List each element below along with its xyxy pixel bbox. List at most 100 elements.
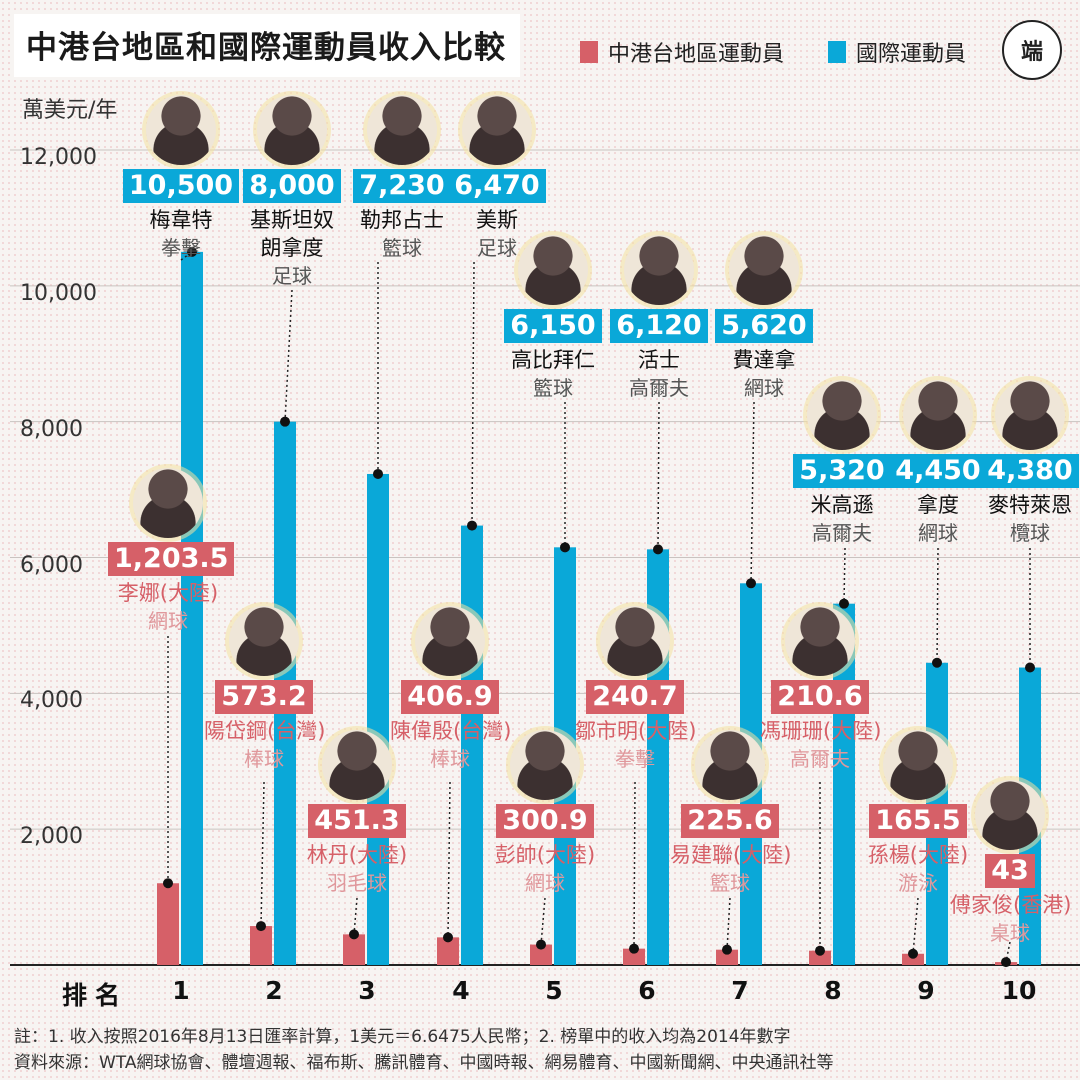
- value-label: 6,470: [448, 169, 546, 203]
- athlete-photo: [510, 730, 580, 800]
- athlete-sport: 拳擊: [161, 236, 201, 260]
- value-label: 300.9: [496, 804, 594, 838]
- athlete-name: 李娜(大陸): [117, 581, 219, 605]
- athlete-photo: [133, 468, 203, 538]
- athlete-photo: [600, 606, 670, 676]
- athlete-name: 基斯坦奴 朗拿度: [250, 208, 334, 260]
- value-label: 573.2: [215, 680, 313, 714]
- athlete-name: 活士: [638, 348, 680, 372]
- athlete-photo: [785, 606, 855, 676]
- athlete-photo: [257, 95, 327, 165]
- athlete-name: 傅家俊(香港): [950, 893, 1072, 917]
- athlete-label-intl: 7,230 勒邦占士 籃球: [342, 95, 462, 262]
- athlete-label-intl: 6,150 高比拜仁籃球: [493, 235, 613, 402]
- leader-line-local: [447, 781, 451, 938]
- logo: 端: [1002, 20, 1062, 80]
- value-dot-local: [349, 929, 359, 940]
- athlete-label-intl: 6,470 美斯足球: [437, 95, 557, 262]
- value-dot-intl: [1025, 662, 1035, 673]
- chart-title: 中港台地區和國際運動員收入比較: [14, 14, 520, 77]
- athlete-sport: 游泳: [898, 871, 938, 895]
- source-note: 資料來源：WTA網球協會、體壇週報、福布斯、騰訊體育、中國時報、網易體育、中國新…: [14, 1053, 834, 1073]
- athlete-photo: [146, 95, 216, 165]
- value-dot-local: [815, 945, 825, 956]
- athlete-label-loc: 240.7 鄒市明(大陸) 拳擊: [575, 606, 696, 773]
- value-label: 4,450: [889, 454, 987, 488]
- bar-local: [250, 926, 272, 965]
- athlete-sport: 網球: [148, 609, 188, 633]
- footnote: 註：1. 收入按照2016年8月13日匯率計算，1美元＝6.6475人民幣；2.…: [14, 1027, 791, 1047]
- athlete-name: 陽岱鋼(台灣): [204, 719, 326, 743]
- value-label: 210.6: [771, 680, 869, 714]
- value-label: 5,620: [715, 309, 813, 343]
- legend-swatch-local: [580, 41, 598, 63]
- legend-item-intl: 國際運動員: [828, 36, 966, 68]
- athlete-sport: 籃球: [533, 376, 573, 400]
- rank-number: 1: [172, 976, 190, 1005]
- value-dot-intl: [839, 598, 849, 609]
- athlete-name: 陳偉殷(台灣): [390, 719, 512, 743]
- value-label: 1,203.5: [108, 542, 235, 576]
- athlete-sport: 足球: [477, 236, 517, 260]
- bar-local: [530, 944, 552, 965]
- athlete-sport: 籃球: [382, 236, 422, 260]
- athlete-name: 梅韋特: [149, 208, 213, 232]
- athlete-sport: 羽毛球: [327, 871, 387, 895]
- value-dot-local: [1001, 957, 1011, 968]
- athlete-label-intl: 4,450 拿度 網球: [878, 380, 998, 547]
- athlete-name: 林丹(大陸): [306, 843, 408, 867]
- leader-line-intl: [936, 547, 939, 663]
- bar-local: [437, 937, 459, 965]
- leader-line-intl: [657, 401, 660, 550]
- value-label: 225.6: [681, 804, 779, 838]
- athlete-sport: 棒球: [430, 747, 470, 771]
- athlete-label-intl: 10,500 梅韋特 拳擊: [121, 95, 241, 262]
- bar-local: [343, 934, 365, 965]
- value-label: 6,150: [504, 309, 602, 343]
- athlete-label-loc: 451.3 林丹(大陸) 羽毛球: [297, 730, 417, 897]
- value-dot-intl: [467, 520, 477, 531]
- athlete-sport: 拳擊: [615, 747, 655, 771]
- value-label: 5,320: [793, 454, 891, 488]
- value-dot-intl: [560, 542, 570, 553]
- leader-line-intl: [750, 401, 755, 584]
- leader-line-local: [260, 781, 265, 927]
- athlete-label-loc: 210.6 馮珊珊(大陸) 高爾夫: [760, 606, 881, 773]
- athlete-photo: [883, 730, 953, 800]
- athlete-sport: 棒球: [244, 747, 284, 771]
- athlete-photo: [975, 780, 1045, 850]
- athlete-photo: [415, 606, 485, 676]
- legend-label-intl: 國際運動員: [856, 42, 967, 67]
- athlete-name: 高比拜仁: [511, 348, 595, 372]
- legend-label-local: 中港台地區運動員: [608, 42, 785, 67]
- leader-line-intl: [471, 261, 475, 526]
- rank-number: 2: [265, 976, 283, 1005]
- rank-number: 4: [452, 976, 470, 1005]
- value-label: 4,380: [981, 454, 1079, 488]
- value-label: 43: [985, 854, 1035, 888]
- y-tick-label: 8,000: [20, 416, 83, 442]
- athlete-sport: 欖球: [1010, 521, 1050, 545]
- legend-item-local: 中港台地區運動員: [580, 36, 784, 68]
- athlete-sport: 高爾夫: [790, 747, 850, 771]
- athlete-photo: [322, 730, 392, 800]
- value-dot-intl: [746, 578, 756, 589]
- athlete-label-loc: 406.9 陳偉殷(台灣) 棒球: [390, 606, 512, 773]
- rank-number: 9: [917, 976, 935, 1005]
- athlete-name: 美斯: [476, 208, 518, 232]
- y-tick-label: 6,000: [20, 552, 83, 578]
- bar-local: [902, 953, 924, 965]
- rank-number: 8: [824, 976, 842, 1005]
- value-dot-local: [536, 939, 546, 950]
- leader-line-intl: [843, 547, 846, 604]
- leader-line-local: [1005, 941, 1011, 963]
- value-dot-intl: [373, 468, 383, 479]
- athlete-label-loc: 300.9 彭帥(大陸) 網球: [485, 730, 605, 897]
- bar-intl: [367, 473, 389, 965]
- leader-line-local: [540, 897, 546, 945]
- leader-line-local: [353, 897, 358, 935]
- athlete-label-loc: 43 傅家俊(香港) 桌球: [950, 780, 1072, 947]
- athlete-sport: 足球: [272, 264, 312, 288]
- athlete-photo: [229, 606, 299, 676]
